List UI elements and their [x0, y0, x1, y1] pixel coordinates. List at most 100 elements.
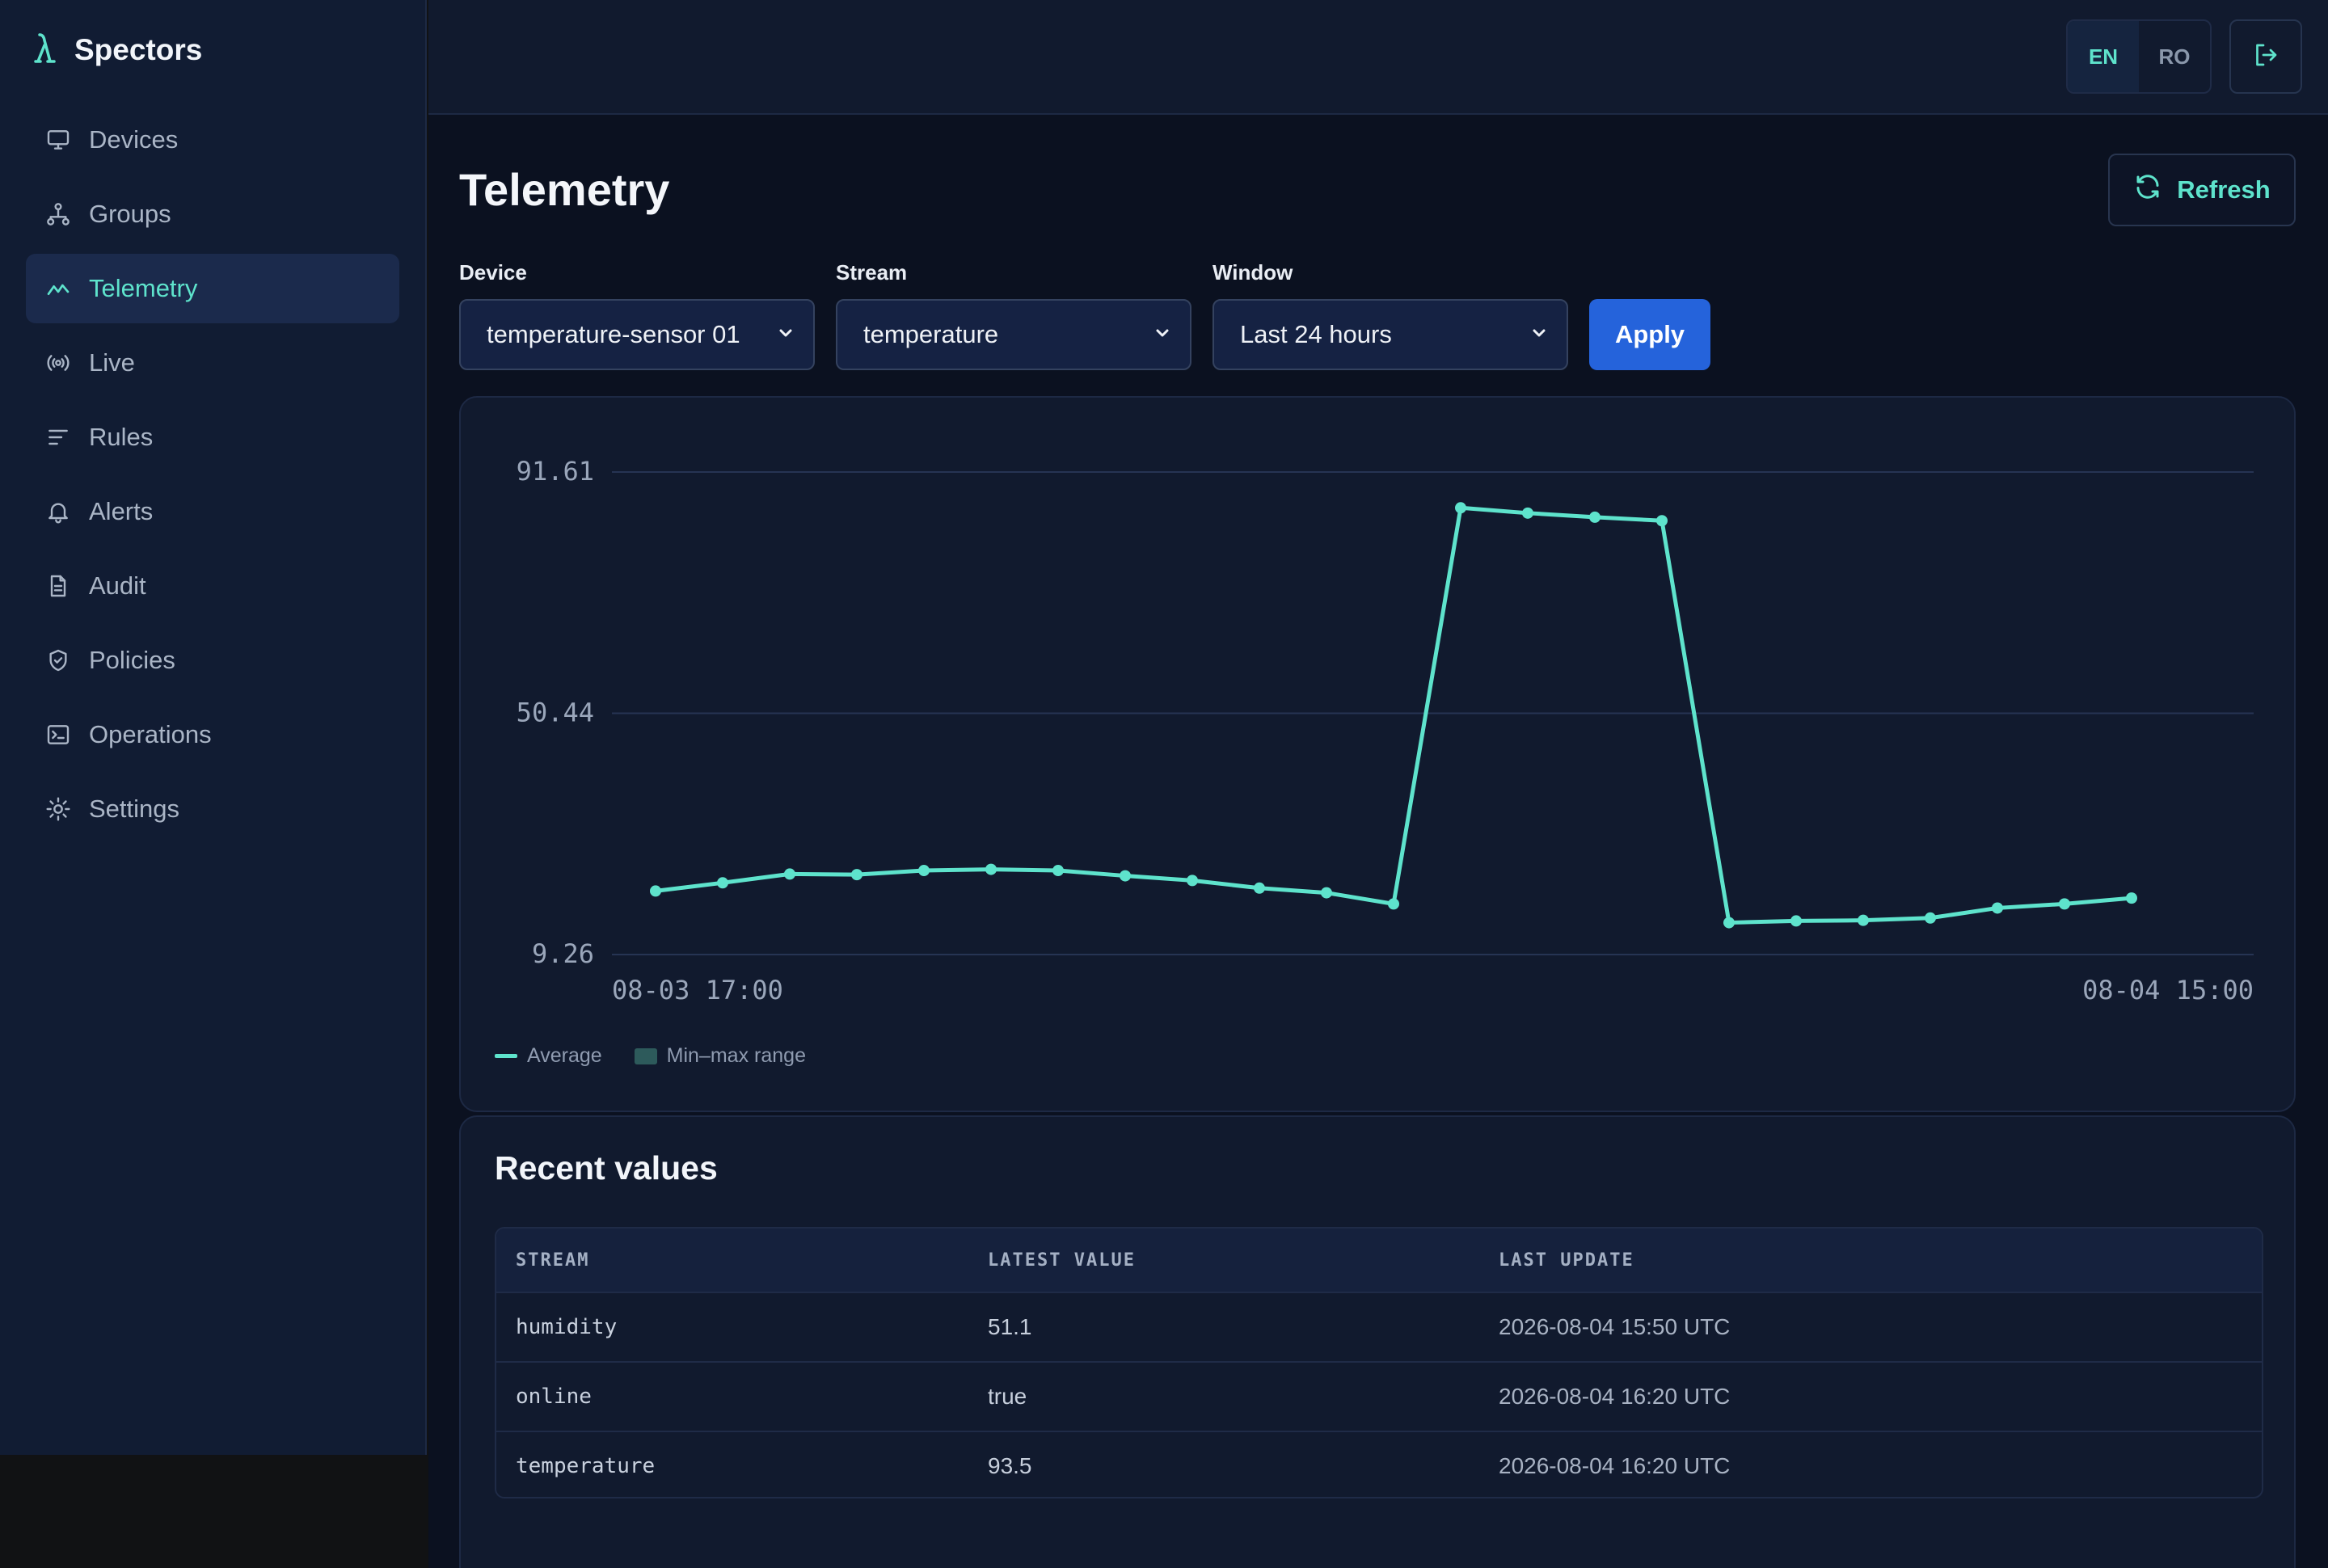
cell-last-update: 2026-08-04 16:20 UTC [1499, 1453, 1731, 1478]
sidebar: Spectors Devices Groups Telemetry Live [0, 0, 427, 1455]
series-line-average [653, 505, 2134, 925]
broadcast-icon [45, 350, 71, 376]
refresh-label: Refresh [2177, 175, 2271, 204]
sidebar-item-devices[interactable]: Devices [26, 105, 399, 175]
gear-icon [45, 796, 71, 822]
data-point [918, 865, 930, 877]
hierarchy-icon [45, 201, 71, 227]
shield-icon [45, 647, 71, 673]
recent-values-table: STREAM LATEST VALUE LAST UPDATE humidity… [495, 1227, 2263, 1498]
window-select[interactable]: Last 24 hours [1212, 299, 1568, 370]
sidebar-item-live[interactable]: Live [26, 328, 399, 398]
sidebar-item-label: Telemetry [89, 274, 198, 302]
data-point [1589, 511, 1600, 523]
device-label: Device [459, 260, 527, 285]
column-header-latest-value: LATEST VALUE [988, 1250, 1136, 1271]
cell-stream: humidity [516, 1315, 618, 1339]
column-header-stream: STREAM [516, 1250, 590, 1271]
sidebar-item-label: Devices [89, 125, 179, 154]
table-row: humidity 51.1 2026-08-04 15:50 UTC [496, 1292, 2262, 1361]
stream-filter: Stream temperature [836, 260, 1191, 370]
stream-label: Stream [836, 260, 908, 285]
page-title: Telemetry [459, 164, 670, 215]
telemetry-chart-card: 91.61 50.44 9.26 08-03 17:00 08-04 15:00 Ave… [459, 396, 2296, 1112]
data-point [2126, 892, 2137, 904]
table-row: temperature 93.5 2026-08-04 16:20 UTC [496, 1431, 2262, 1497]
data-point [1388, 898, 1399, 910]
recent-values-card: Recent values STREAM LATEST VALUE LAST U… [459, 1115, 2296, 1568]
monitor-icon [45, 127, 71, 153]
table-header: STREAM LATEST VALUE LAST UPDATE [496, 1229, 2262, 1292]
sidebar-item-policies[interactable]: Policies [26, 626, 399, 695]
recent-values-title: Recent values [495, 1149, 718, 1187]
data-point [1790, 915, 1802, 927]
sidebar-item-label: Settings [89, 795, 180, 823]
cell-last-update: 2026-08-04 15:50 UTC [1499, 1314, 1731, 1339]
logout-button[interactable] [2229, 19, 2302, 94]
y-tick-label: 50.44 [517, 697, 594, 727]
window-label: Window [1212, 260, 1293, 285]
filter-lines-icon [45, 424, 71, 450]
stream-select[interactable]: temperature [836, 299, 1191, 370]
data-point [1723, 917, 1735, 929]
refresh-button[interactable]: Refresh [2108, 154, 2296, 226]
sidebar-item-label: Policies [89, 646, 175, 674]
data-point [717, 877, 728, 889]
chevron-down-icon [1529, 320, 1549, 349]
language-switcher: EN RO [2066, 19, 2212, 94]
cell-stream: temperature [516, 1454, 656, 1478]
bell-icon [45, 499, 71, 525]
sidebar-nav: Devices Groups Telemetry Live Rules [26, 105, 399, 849]
sidebar-item-label: Alerts [89, 497, 154, 525]
sidebar-item-alerts[interactable]: Alerts [26, 477, 399, 546]
cell-latest-value: true [988, 1384, 1027, 1409]
cell-stream: online [516, 1385, 592, 1409]
brand-name: Spectors [74, 33, 203, 66]
logout-icon [2251, 40, 2280, 74]
chevron-down-icon [1153, 320, 1172, 349]
brand[interactable]: Spectors [32, 27, 202, 73]
data-point [1120, 870, 1131, 882]
apply-button[interactable]: Apply [1589, 299, 1710, 370]
column-header-last-update: LAST UPDATE [1499, 1250, 1634, 1271]
document-icon [45, 573, 71, 599]
y-tick-label: 9.26 [532, 938, 594, 969]
data-point [1992, 902, 2003, 914]
top-bar: EN RO [428, 0, 2328, 115]
sidebar-item-groups[interactable]: Groups [26, 179, 399, 249]
data-point [851, 869, 862, 881]
data-point [1187, 875, 1198, 887]
sidebar-item-settings[interactable]: Settings [26, 774, 399, 844]
cell-latest-value: 93.5 [988, 1453, 1032, 1478]
language-en-button[interactable]: EN [2068, 21, 2139, 92]
sidebar-item-operations[interactable]: Operations [26, 700, 399, 769]
terminal-icon [45, 722, 71, 748]
sidebar-item-audit[interactable]: Audit [26, 551, 399, 621]
y-tick-label: 91.61 [517, 456, 594, 487]
sidebar-item-label: Rules [89, 423, 154, 451]
main-content: Telemetry Refresh Device temperature-sen… [428, 115, 2328, 1568]
sidebar-item-telemetry[interactable]: Telemetry [26, 254, 399, 323]
data-point [650, 885, 661, 897]
trend-line-icon [45, 276, 71, 301]
legend-swatch-range [634, 1047, 657, 1064]
legend-label-average: Average [527, 1044, 602, 1067]
sidebar-item-rules[interactable]: Rules [26, 403, 399, 472]
stream-select-value: temperature [863, 320, 999, 348]
data-point [2059, 898, 2070, 910]
data-point [1254, 882, 1265, 894]
telemetry-line-chart: 91.61 50.44 9.26 08-03 17:00 08-04 15:00 [517, 456, 2254, 1005]
legend-swatch-average [495, 1054, 517, 1058]
device-filter: Device temperature-sensor 01 [459, 260, 815, 370]
data-point [1052, 865, 1064, 877]
sidebar-item-label: Audit [89, 571, 146, 600]
language-ro-button[interactable]: RO [2158, 44, 2191, 69]
device-select[interactable]: temperature-sensor 01 [459, 299, 815, 370]
data-point [1656, 515, 1668, 527]
window-filter: Window Last 24 hours [1212, 260, 1568, 370]
chevron-down-icon [776, 320, 795, 349]
data-point [1858, 914, 1869, 926]
legend-item-range: Min–max range [634, 1044, 806, 1068]
window-select-value: Last 24 hours [1240, 320, 1392, 348]
data-point [985, 863, 997, 875]
